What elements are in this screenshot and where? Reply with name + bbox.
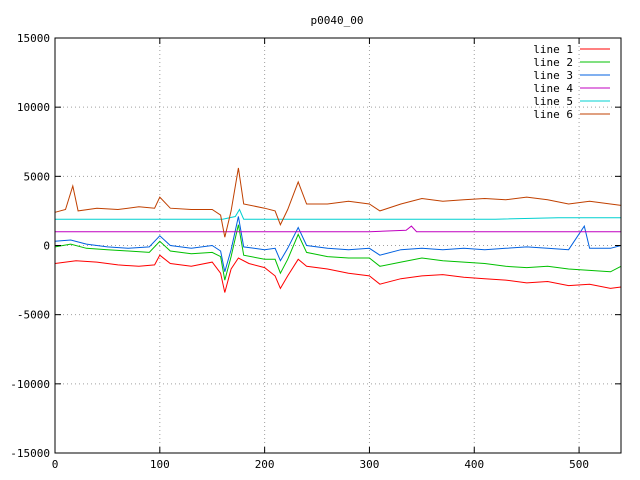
series-line-4: [55, 225, 621, 233]
x-tick-label: 100: [150, 458, 170, 471]
series-line-1: [54, 254, 622, 293]
x-tick-label: 300: [360, 458, 380, 471]
x-tick-label: 400: [464, 458, 484, 471]
series-line-5: [55, 208, 621, 220]
legend-label-1: line 1: [533, 43, 573, 56]
chart-title: p0040_00: [311, 14, 364, 27]
legend-label-5: line 5: [533, 95, 573, 108]
x-tick-label: 500: [569, 458, 589, 471]
legend-label-4: line 4: [533, 82, 573, 95]
y-tick-label: 0: [43, 240, 50, 253]
series-line-3: [54, 216, 622, 272]
y-tick-label: 5000: [24, 170, 51, 183]
series-lines: [54, 167, 622, 293]
series-line-6: [54, 167, 622, 238]
y-tick-label: 10000: [17, 101, 50, 114]
legend-label-2: line 2: [533, 56, 573, 69]
y-tick-label: -5000: [17, 309, 50, 322]
legend-label-6: line 6: [533, 108, 573, 121]
x-tick-label: 0: [52, 458, 59, 471]
legend-label-3: line 3: [533, 69, 573, 82]
y-tick-label: -10000: [10, 378, 50, 391]
series-line-2: [54, 224, 622, 281]
axis-ticks: -15000 -10000 -5000 0 5000 10000 15000 0 100 200 3…: [10, 32, 621, 471]
x-tick-label: 200: [255, 458, 275, 471]
y-tick-label: 15000: [17, 32, 50, 45]
y-tick-label: -15000: [10, 447, 50, 460]
